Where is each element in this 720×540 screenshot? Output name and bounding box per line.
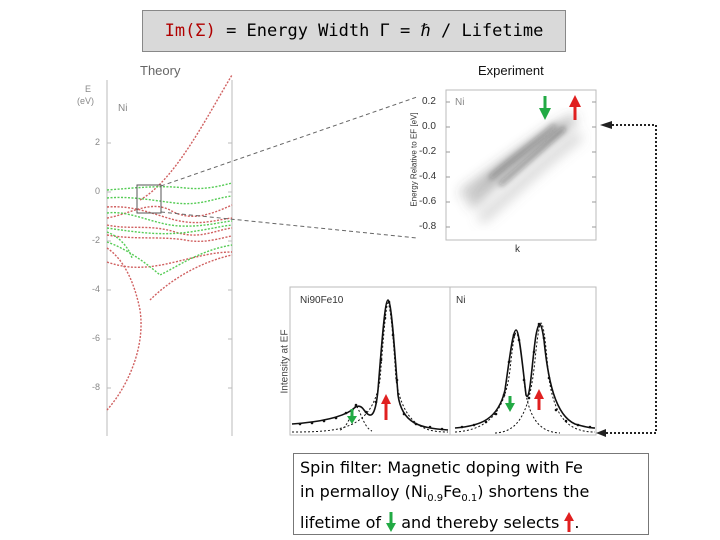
experiment-ylabel: Energy Relative to EF [eV] bbox=[409, 112, 419, 207]
connector-arrowhead-bottom bbox=[596, 429, 606, 437]
mdc-right-label: Ni bbox=[456, 295, 466, 306]
title-box: Im(Σ) = Energy Width Γ = ℏ / Lifetime bbox=[142, 10, 566, 52]
experiment-tick: -0.8 bbox=[419, 221, 437, 232]
mdc-panels bbox=[289, 286, 597, 436]
theory-tick: 0 bbox=[95, 186, 101, 196]
mdc-right-curves bbox=[454, 322, 596, 434]
down-arrow-icon bbox=[386, 512, 397, 533]
title-rest: = Energy Width Γ = ℏ / Lifetime bbox=[215, 21, 544, 41]
theory-axis-e: E bbox=[85, 84, 92, 94]
caption-text: . bbox=[574, 513, 580, 533]
theory-tick: -8 bbox=[92, 382, 101, 392]
connector-arrowhead-top bbox=[600, 121, 612, 129]
experiment-tick: 0.0 bbox=[422, 121, 436, 132]
theory-tick: -6 bbox=[92, 333, 101, 343]
experiment-tick: -0.2 bbox=[419, 146, 437, 157]
experiment-label: Experiment bbox=[478, 63, 544, 78]
theory-tick: 2 bbox=[95, 137, 101, 147]
title-im: Im(Σ) bbox=[164, 21, 216, 41]
experiment-tick: 0.2 bbox=[422, 96, 436, 107]
experiment-material: Ni bbox=[455, 97, 465, 108]
caption-line-2: in permalloy (Ni0.9Fe0.1) shortens the bbox=[300, 480, 642, 511]
theory-green-bands bbox=[106, 182, 233, 276]
caption-subscript: 0.1 bbox=[461, 493, 478, 505]
mdc-left-curves bbox=[291, 299, 449, 433]
experiment-up-arrow bbox=[569, 95, 581, 120]
experiment-panel bbox=[445, 89, 597, 241]
connector-lines bbox=[600, 124, 657, 434]
experiment-xlabel: k bbox=[515, 244, 520, 255]
experiment-tick: -0.6 bbox=[419, 196, 437, 207]
theory-red-bands bbox=[106, 74, 233, 411]
caption-text: ) shortens the bbox=[477, 482, 590, 501]
caption-text: in permalloy (Ni bbox=[300, 482, 428, 501]
up-arrow-icon bbox=[564, 512, 575, 533]
caption-text: lifetime of bbox=[300, 513, 382, 533]
mdc-left-label: Ni90Fe10 bbox=[300, 295, 344, 306]
caption-line-3: lifetime of and thereby selects . bbox=[300, 511, 642, 535]
theory-tick: -4 bbox=[92, 284, 101, 294]
caption-box: Spin filter: Magnetic doping with Fe in … bbox=[293, 453, 649, 535]
caption-line-1: Spin filter: Magnetic doping with Fe bbox=[300, 458, 583, 477]
theory-label: Theory bbox=[140, 63, 181, 78]
caption-text: Fe bbox=[443, 482, 462, 501]
theory-tick: -2 bbox=[92, 235, 101, 245]
theory-panel bbox=[106, 74, 233, 436]
theory-axis-unit: (eV) bbox=[77, 96, 95, 106]
zoom-lines bbox=[160, 96, 418, 239]
mdc-ylabel: Intensity at EF bbox=[279, 329, 291, 394]
experiment-tick: -0.4 bbox=[419, 171, 437, 182]
caption-text: and thereby selects bbox=[401, 513, 560, 533]
experiment-down-arrow bbox=[539, 96, 551, 120]
theory-material: Ni bbox=[118, 103, 128, 114]
theory-zoom-box bbox=[136, 184, 162, 214]
caption-subscript: 0.9 bbox=[427, 493, 444, 505]
